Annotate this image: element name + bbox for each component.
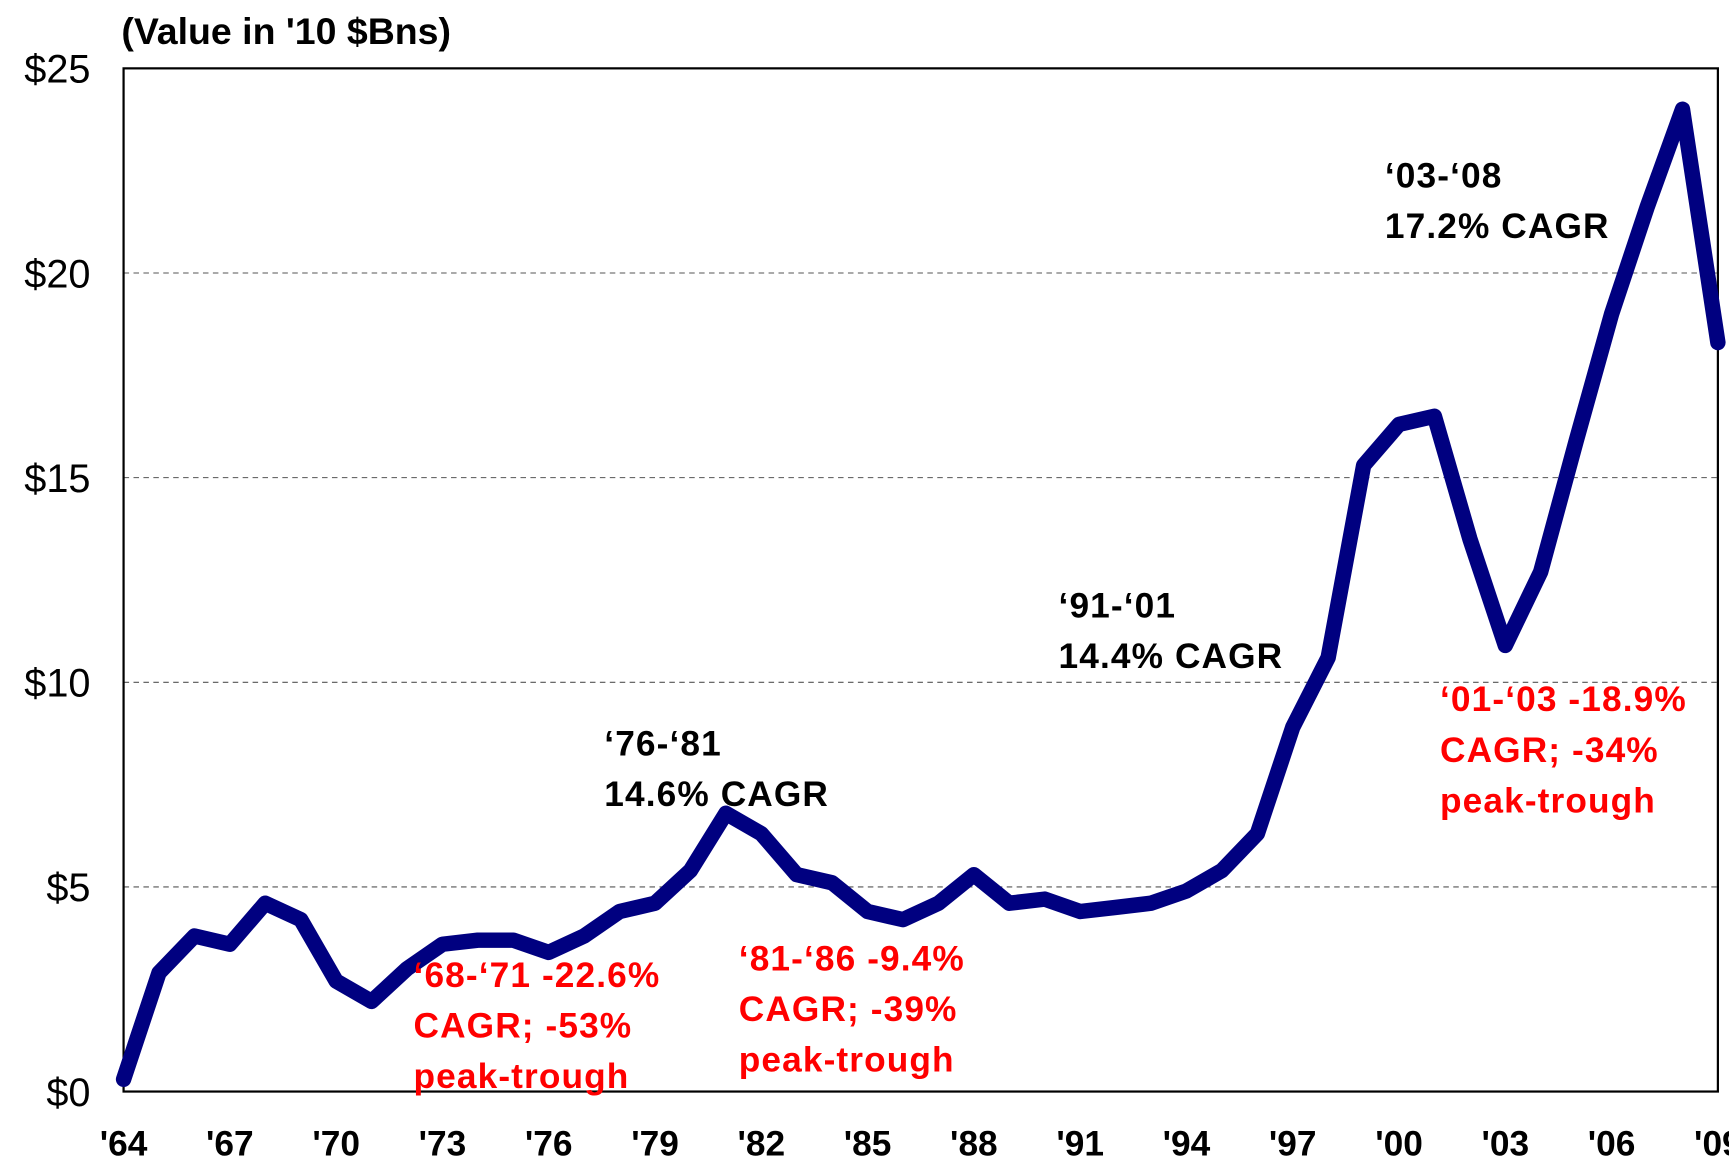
x-tick-label: '64 (100, 1124, 148, 1161)
y-tick-label: $25 (24, 48, 90, 92)
x-tick-label: '06 (1588, 1124, 1636, 1161)
x-tick-label: '70 (312, 1124, 360, 1161)
x-tick-label: '00 (1375, 1124, 1423, 1161)
annotation-line: 14.6% CAGR (604, 775, 829, 814)
annotation-line: CAGR; -53% (414, 1007, 633, 1046)
annotation-line: peak-trough (414, 1057, 630, 1096)
chart-title: (Value in '10 $Bns) (121, 10, 451, 52)
x-tick-label: '79 (631, 1124, 679, 1161)
annotation: ‘91-‘01 14.4% CAGR (1059, 586, 1284, 676)
y-tick-label: $0 (46, 1071, 90, 1115)
x-tick-label: '94 (1163, 1124, 1211, 1161)
data-line (115, 101, 1726, 1088)
x-tick-label: '09 (1694, 1124, 1729, 1161)
annotation-line: ‘03-‘08 (1385, 156, 1503, 195)
annotation-line: ‘01-‘03 -18.9% (1440, 680, 1687, 719)
annotation-line: ‘68-‘71 -22.6% (414, 956, 661, 995)
x-tick-label: '76 (525, 1124, 573, 1161)
x-tick-label: '67 (206, 1124, 254, 1161)
annotation-line: 14.4% CAGR (1059, 637, 1284, 676)
x-tick-label: '82 (737, 1124, 785, 1161)
x-tick-label: '91 (1056, 1124, 1104, 1161)
annotation-line: ‘91-‘01 (1059, 586, 1177, 625)
annotation-line: 17.2% CAGR (1385, 207, 1610, 246)
y-tick-label: $5 (46, 866, 90, 910)
x-tick-label: '85 (844, 1124, 892, 1161)
annotation: ‘01-‘03 -18.9% CAGR; -34% peak-trough (1440, 680, 1687, 820)
annotation-line: ‘81-‘86 -9.4% (739, 939, 965, 978)
plot-frame (122, 67, 1719, 1093)
x-tick-label: '97 (1269, 1124, 1317, 1161)
annotation-line: CAGR; -34% (1440, 731, 1659, 770)
annotation-line: CAGR; -39% (739, 990, 958, 1029)
x-tick-label: '03 (1481, 1124, 1529, 1161)
x-tick-label: '73 (419, 1124, 467, 1161)
x-tick-label: '88 (950, 1124, 998, 1161)
y-tick-label: $15 (24, 457, 90, 501)
annotation: ‘68-‘71 -22.6% CAGR; -53% peak-trough (414, 956, 661, 1096)
annotation-line: ‘76-‘81 (604, 724, 722, 763)
annotation-line: peak-trough (739, 1041, 955, 1080)
annotation: ‘03-‘08 17.2% CAGR (1385, 156, 1610, 246)
annotation: ‘81-‘86 -9.4% CAGR; -39% peak-trough (739, 939, 965, 1079)
y-tick-label: $10 (24, 662, 90, 706)
y-tick-label: $20 (24, 252, 90, 296)
annotation: ‘76-‘81 14.6% CAGR (604, 724, 829, 814)
annotation-line: peak-trough (1440, 782, 1656, 821)
